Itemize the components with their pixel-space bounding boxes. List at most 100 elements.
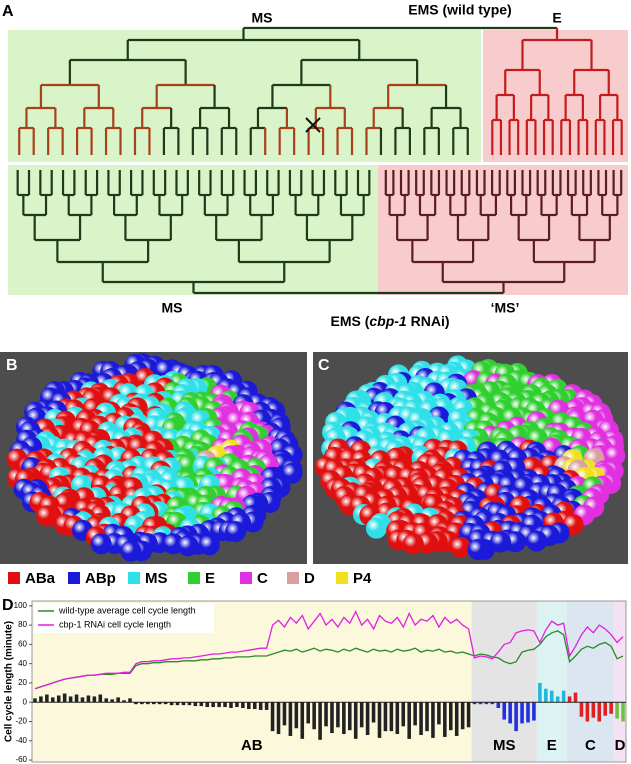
difference-bar [365, 702, 370, 736]
y-tick-label: 0 [23, 697, 28, 706]
difference-bar [478, 702, 483, 705]
difference-bar [383, 702, 388, 732]
difference-bar [205, 702, 210, 708]
difference-bar [86, 695, 91, 703]
difference-bar [163, 702, 168, 705]
legend-label: P4 [353, 570, 372, 587]
difference-bar [223, 702, 227, 708]
cell-sphere [526, 530, 548, 552]
y-tick-label: 40 [18, 659, 27, 668]
difference-bar [282, 702, 287, 726]
title-part: RNAi) [407, 313, 450, 329]
legend-swatch [188, 572, 200, 584]
difference-bar [348, 702, 352, 731]
difference-bar [609, 702, 613, 714]
cell-sphere [402, 533, 424, 555]
legend-swatch [287, 572, 299, 584]
difference-bar [157, 702, 162, 705]
y-axis-label: Cell cycle length (minute) [4, 621, 15, 742]
cell-sphere [504, 531, 526, 553]
difference-bar [45, 694, 49, 703]
difference-bar [330, 702, 334, 734]
cell-sphere [198, 534, 220, 556]
lineage-trees [16, 26, 623, 295]
difference-bar [585, 702, 590, 722]
difference-bar [342, 702, 346, 735]
difference-bar [104, 698, 109, 703]
legend-label: D [304, 570, 315, 587]
difference-bar [591, 702, 596, 718]
difference-bar [567, 696, 572, 703]
difference-bar [92, 696, 97, 703]
cell-sphere [467, 539, 489, 561]
plot-frame [31, 600, 627, 763]
difference-bar [502, 702, 507, 720]
difference-bar [621, 702, 625, 722]
difference-bar [448, 702, 453, 731]
difference-bar [413, 702, 417, 726]
legend-label: ABa [25, 570, 56, 587]
difference-bar [532, 702, 536, 721]
difference-bar [425, 702, 429, 732]
difference-bar [276, 702, 281, 735]
difference-bar [389, 702, 394, 732]
cell-sphere [489, 531, 511, 553]
difference-bar [241, 702, 245, 709]
cell-sphere [449, 536, 471, 558]
difference-bar [549, 690, 554, 703]
difference-bar [169, 702, 174, 706]
chart: -60 -40 -20 0 20 40 60 80 100 Cell cycle length (… [4, 600, 627, 764]
top-right-label: E [552, 10, 561, 26]
difference-bar [199, 702, 204, 707]
difference-bar [318, 702, 322, 740]
y-tick-label: 100 [14, 601, 28, 610]
legend-box [34, 603, 214, 633]
difference-bar [496, 702, 501, 709]
cell-sphere [365, 517, 387, 539]
difference-bar [443, 702, 447, 737]
difference-bar [472, 702, 477, 705]
difference-bar [80, 697, 85, 703]
difference-bar [508, 702, 512, 724]
title-part: EMS ( [330, 313, 369, 329]
difference-bar [520, 702, 524, 724]
difference-bar [258, 702, 263, 710]
legend-swatch [68, 572, 80, 584]
panel-label: A [2, 3, 14, 20]
legend-swatch [336, 572, 348, 584]
difference-bar [235, 702, 239, 708]
difference-bar [312, 702, 316, 730]
difference-bar [187, 702, 192, 706]
y-tick-label: -20 [15, 717, 27, 726]
legend-swatch [240, 572, 252, 584]
difference-bar [294, 702, 299, 729]
region-label: MS [493, 737, 516, 754]
difference-bar [377, 702, 382, 738]
y-tick-label: 20 [18, 678, 27, 687]
difference-bar [490, 702, 495, 705]
difference-bar [51, 697, 55, 703]
cell-sphere [604, 445, 626, 467]
difference-bar [62, 693, 67, 703]
region-background [536, 601, 567, 762]
cell-sphere [177, 535, 199, 557]
difference-bar [466, 702, 471, 728]
difference-bar [579, 702, 584, 717]
difference-bar [324, 702, 328, 727]
difference-bar [431, 702, 435, 738]
y-tick-label: 80 [18, 620, 27, 629]
legend-label: cbp-1 RNAi cell cycle length [59, 619, 171, 629]
bottom-title: EMS (cbp-1 RNAi) [330, 313, 449, 329]
difference-bar [146, 702, 150, 705]
cross-mark [305, 117, 321, 133]
region-background [471, 601, 537, 762]
difference-bar [264, 702, 269, 710]
difference-bar [538, 682, 542, 703]
difference-bar [175, 702, 180, 706]
series-line [34, 610, 624, 690]
title-part: cbp-1 [369, 313, 407, 329]
panel-label: D [2, 597, 14, 614]
difference-bar [514, 702, 518, 732]
difference-bar [211, 702, 215, 708]
cell-sphere [36, 505, 58, 527]
